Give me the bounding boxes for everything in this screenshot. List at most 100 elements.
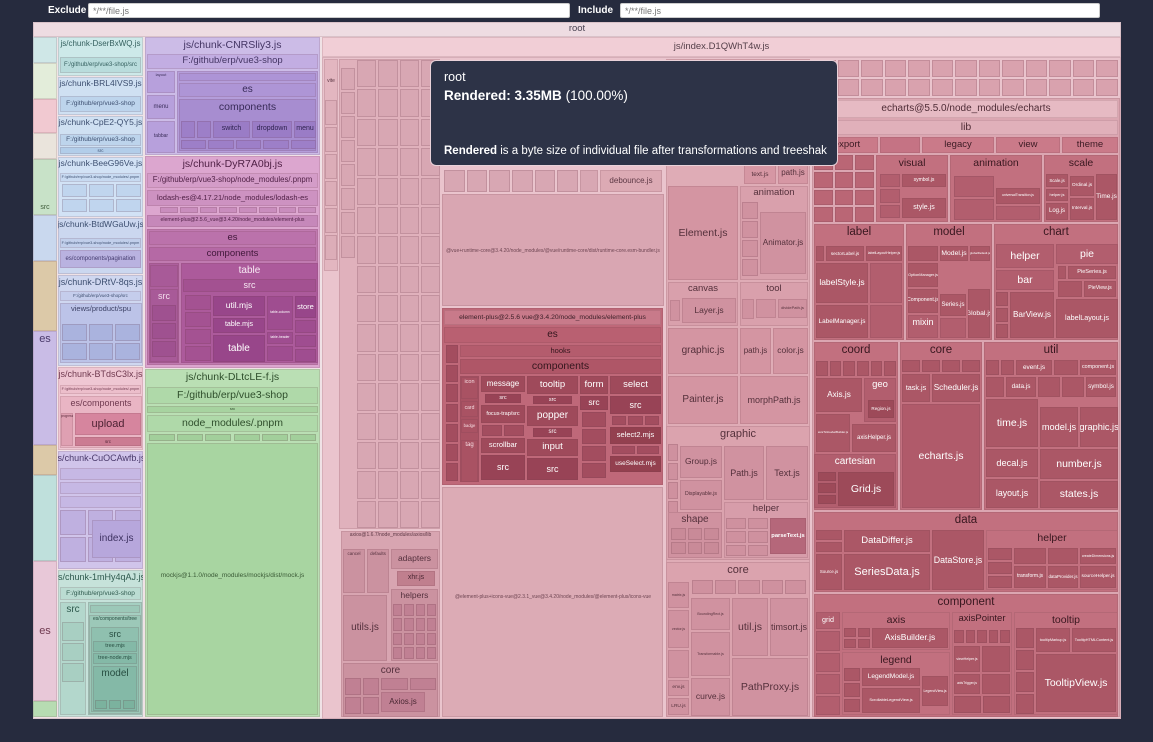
treemap-cell[interactable] <box>381 678 408 690</box>
treemap-cell[interactable] <box>466 170 488 192</box>
treemap-cell[interactable] <box>742 202 758 219</box>
treemap-cell[interactable] <box>33 261 57 331</box>
treemap-cell[interactable] <box>582 446 606 461</box>
node-labellayout-js[interactable]: labelLayout.js <box>1056 299 1118 338</box>
treemap-cell[interactable] <box>357 471 377 499</box>
treemap-cell[interactable] <box>404 646 414 659</box>
treemap-cell[interactable] <box>341 212 355 234</box>
treemap-cell[interactable] <box>704 542 719 554</box>
node-text-js[interactable]: Text.js <box>766 446 808 500</box>
treemap-cell[interactable] <box>557 170 578 192</box>
treemap-cell[interactable] <box>444 170 465 192</box>
treemap-cell[interactable] <box>988 548 1012 560</box>
node-tabbar[interactable]: tabbar <box>147 121 175 153</box>
node-legendmodel-js[interactable]: LegendModel.js <box>862 668 920 686</box>
node-f-github-erp-vue3-shop[interactable]: F:/github/erp/vue3-shop <box>147 387 318 404</box>
treemap-cell[interactable] <box>489 170 510 192</box>
treemap-cell[interactable] <box>715 580 737 594</box>
treemap-cell[interactable] <box>446 463 458 481</box>
node-popper[interactable]: popper <box>527 406 578 426</box>
treemap-cell[interactable] <box>95 700 107 709</box>
treemap-cell[interactable] <box>60 468 141 480</box>
treemap-cell[interactable] <box>955 60 977 77</box>
treemap-cell[interactable] <box>687 542 703 554</box>
treemap-cell[interactable] <box>420 383 440 411</box>
treemap-cell[interactable] <box>954 199 994 220</box>
treemap-cell[interactable] <box>357 236 377 264</box>
treemap-cell[interactable] <box>446 364 458 383</box>
treemap-cell[interactable] <box>742 240 758 257</box>
treemap-cell[interactable] <box>687 528 703 540</box>
node-global-js[interactable]: Global.js <box>968 289 990 338</box>
treemap-cell[interactable] <box>399 89 419 117</box>
treemap-cell[interactable] <box>855 155 874 171</box>
node-matrix-js[interactable]: matrix.js <box>668 582 689 608</box>
treemap-cell[interactable] <box>357 177 377 205</box>
treemap-cell[interactable] <box>357 295 377 323</box>
node-tooltiphtmlcontent-js[interactable]: TooltipHTMLContent.js <box>1072 628 1116 652</box>
treemap-cell[interactable] <box>738 580 760 594</box>
treemap-cell[interactable] <box>177 434 204 441</box>
treemap-cell[interactable] <box>446 404 458 422</box>
node-defaults[interactable]: defaults <box>367 549 389 593</box>
treemap-cell[interactable] <box>704 528 719 540</box>
treemap-cell[interactable] <box>612 446 635 454</box>
treemap-cell[interactable] <box>1038 377 1060 397</box>
treemap-cell[interactable] <box>357 412 377 440</box>
node-menu[interactable]: menu <box>294 121 316 138</box>
treemap-cell[interactable] <box>109 700 121 709</box>
node-text-js[interactable]: text.js <box>744 165 776 184</box>
node-es[interactable]: es <box>179 83 316 97</box>
node-morphpath-js[interactable]: morphPath.js <box>740 376 808 424</box>
treemap-cell[interactable] <box>954 630 964 643</box>
treemap-cell[interactable] <box>325 100 337 125</box>
node-color-js[interactable]: color.js <box>773 328 808 374</box>
treemap-cell[interactable] <box>357 324 377 352</box>
treemap-cell[interactable] <box>115 324 140 341</box>
node-src[interactable]: src <box>610 396 661 414</box>
treemap-cell[interactable] <box>931 60 954 77</box>
treemap-cell[interactable] <box>205 434 232 441</box>
treemap-cell[interactable] <box>742 221 758 238</box>
node-symbol-js[interactable]: symbol.js <box>1086 377 1116 397</box>
treemap-cell[interactable] <box>62 324 87 341</box>
node-helper[interactable]: helper <box>996 244 1054 268</box>
treemap-cell[interactable] <box>668 501 678 518</box>
treemap-cell[interactable] <box>996 292 1008 306</box>
treemap-cell[interactable] <box>420 324 440 352</box>
node-graphic-js[interactable]: graphic.js <box>668 328 738 374</box>
node-mockjs-1-1-0-node-modules-mockjs-dist-mo[interactable]: mockjs@1.1.0/node_modules/mockjs/dist/mo… <box>160 572 305 580</box>
node-tree-mjs[interactable]: tree.mjs <box>93 641 137 652</box>
node-src[interactable]: src <box>485 394 521 403</box>
treemap-cell[interactable] <box>982 674 1010 694</box>
treemap-cell[interactable] <box>399 383 419 411</box>
treemap-cell[interactable] <box>843 361 855 376</box>
treemap-cell[interactable] <box>357 148 377 176</box>
treemap-cell[interactable] <box>295 334 316 348</box>
node-mixin[interactable]: mixin <box>908 315 938 338</box>
treemap-cell[interactable] <box>1072 60 1095 77</box>
treemap-cell[interactable] <box>62 663 84 682</box>
node-element-plus-2-5-6-vue-3-4-20-node-modul[interactable]: element-plus@2.5.6_vue@3.4.20/node_modul… <box>147 215 318 227</box>
treemap-cell[interactable] <box>33 63 57 99</box>
treemap-cell[interactable] <box>60 496 141 508</box>
node-globaldefault-js[interactable]: globalDefault.js <box>970 246 990 261</box>
node-index-js[interactable]: index.js <box>92 520 141 558</box>
node-table[interactable]: table <box>213 335 265 362</box>
node-src[interactable]: src <box>183 279 316 292</box>
node-src[interactable]: src <box>481 455 525 480</box>
treemap-cell[interactable] <box>378 412 398 440</box>
treemap-cell[interactable] <box>415 604 425 617</box>
treemap-cell[interactable] <box>150 265 178 287</box>
treemap-cell[interactable] <box>1049 79 1071 96</box>
treemap-cell[interactable] <box>415 618 425 631</box>
treemap-cell[interactable] <box>988 576 1012 588</box>
treemap-cell[interactable] <box>116 184 141 197</box>
treemap-cell[interactable] <box>378 353 398 382</box>
treemap-cell[interactable] <box>341 140 355 162</box>
treemap-cell[interactable] <box>748 518 768 530</box>
node-scrollbar[interactable]: scrollbar <box>481 438 525 453</box>
treemap-cell[interactable] <box>341 68 355 90</box>
node-vector-js[interactable]: vector.js <box>668 610 689 648</box>
treemap-cell[interactable] <box>378 118 398 147</box>
